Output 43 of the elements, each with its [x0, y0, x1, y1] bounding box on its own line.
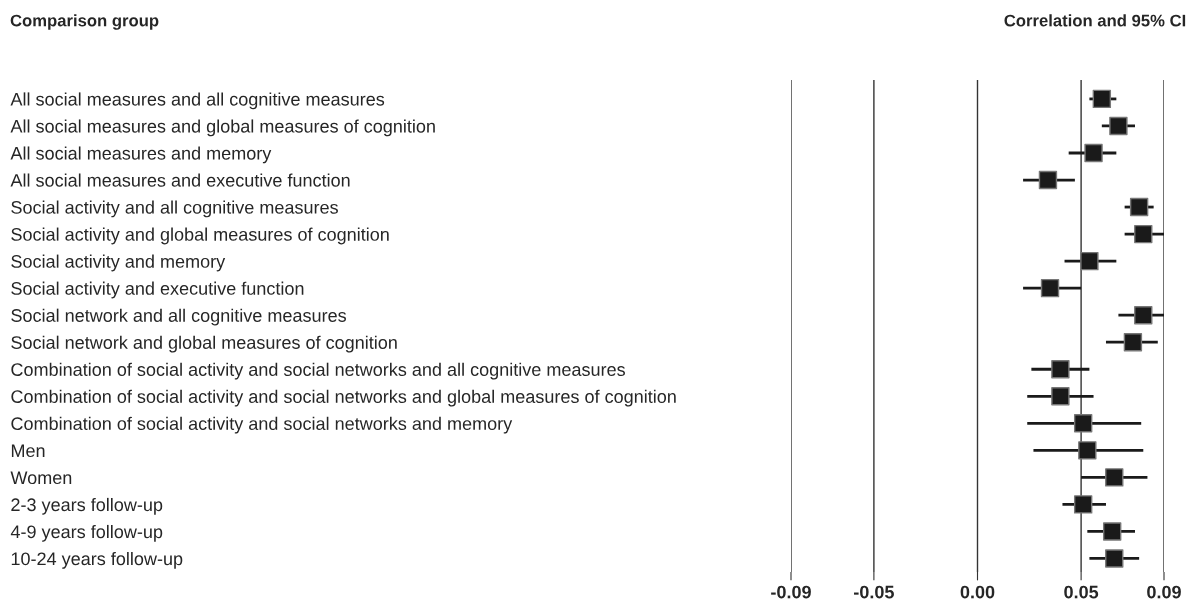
x-tick-label: 0.00	[960, 585, 995, 599]
point	[1040, 278, 1060, 298]
point	[1092, 89, 1112, 109]
point	[1038, 170, 1058, 190]
point	[1105, 468, 1124, 487]
y-tick-label: Social activity and all cognitive measures	[11, 200, 338, 218]
point	[1078, 441, 1097, 460]
y-tick-label: All social measures and memory	[10, 146, 272, 164]
chart-title: Correlation and 95% CI	[1004, 14, 1186, 27]
y-tick-label: 2-3 years follow-up	[11, 497, 163, 515]
point	[1084, 143, 1103, 163]
y-tick-label: Social network and global measures of cognition	[11, 335, 397, 353]
y-tick-label: All social measures and executive function	[10, 173, 350, 187]
point	[1051, 360, 1070, 379]
y-tick-label: Combination of social activity and social networks and global measures of cognition	[11, 389, 676, 407]
x-tick-label: -0.05	[854, 585, 894, 599]
point	[1073, 495, 1093, 514]
x-tick-label: -0.09	[771, 585, 811, 599]
y-tick-label: All social measures and global measures of cognition	[10, 119, 435, 137]
y-tick-label: Social activity and global measures of cognition	[11, 227, 389, 245]
point	[1073, 414, 1093, 433]
point	[1102, 522, 1122, 541]
y-tick-label: Social activity and executive function	[11, 281, 304, 299]
x-tick-label: 0.05	[1064, 585, 1099, 599]
y-tick-label: All social measures and all cognitive measures	[10, 92, 385, 110]
point	[1134, 224, 1153, 244]
y-tick-label: 4-9 years follow-up	[10, 524, 163, 542]
point	[1129, 197, 1149, 217]
point	[1105, 549, 1124, 568]
y-tick-label: Men	[11, 444, 45, 458]
x-tick-label: 0.09	[1147, 585, 1181, 599]
y-tick-label: Combination of social activity and social networks and all cognitive measures	[11, 362, 625, 380]
point	[1080, 251, 1099, 271]
point	[1109, 116, 1128, 136]
y-tick-label: Combination of social activity and social networks and memory	[11, 416, 513, 434]
y-axis-title: Comparison group	[10, 14, 159, 30]
y-tick-label: Social network and all cognitive measures	[11, 308, 346, 326]
y-tick-label: Social activity and memory	[11, 254, 226, 272]
y-tick-label: 10-24 years follow-up	[11, 551, 183, 569]
point	[1051, 387, 1070, 406]
y-tick-label: Women	[10, 471, 72, 485]
point	[1134, 305, 1153, 325]
point	[1123, 333, 1143, 352]
